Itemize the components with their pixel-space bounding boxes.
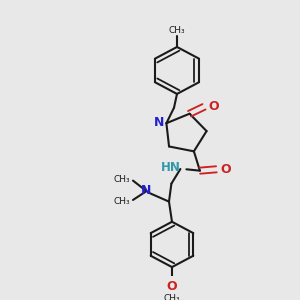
Text: O: O [167,280,177,292]
Text: CH₃: CH₃ [169,26,185,35]
Text: CH₃: CH₃ [114,196,130,206]
Text: CH₃: CH₃ [164,294,180,300]
Text: N: N [141,184,152,197]
Text: HN: HN [161,161,181,174]
Text: CH₃: CH₃ [114,175,130,184]
Text: O: O [220,163,231,176]
Text: O: O [208,100,219,113]
Text: N: N [154,116,164,129]
